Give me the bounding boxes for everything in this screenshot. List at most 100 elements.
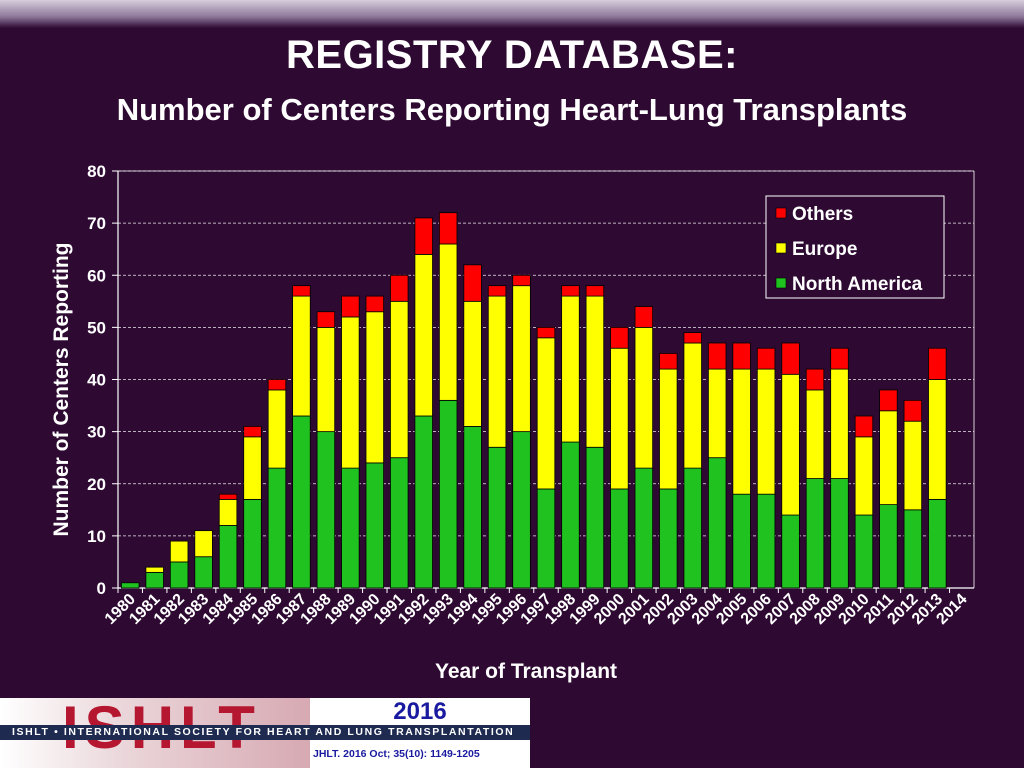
bar-north-america-2013 xyxy=(928,498,947,589)
bar-north-america-2008 xyxy=(805,478,825,589)
bar-north-america-2006 xyxy=(756,493,776,589)
bar-others-2011 xyxy=(879,389,898,412)
bar-europe-2002 xyxy=(659,368,678,490)
legend-swatch-north-america xyxy=(775,277,787,289)
y-tick-label: 70 xyxy=(87,214,106,233)
bar-north-america-1990 xyxy=(365,462,385,589)
bar-europe-2011 xyxy=(879,410,898,505)
bar-others-2009 xyxy=(830,347,849,370)
bar-others-2001 xyxy=(634,306,654,328)
bar-north-america-1983 xyxy=(194,556,213,589)
bar-north-america-1987 xyxy=(292,415,311,589)
bar-europe-2008 xyxy=(805,389,825,479)
bar-north-america-1984 xyxy=(218,525,238,589)
bar-others-1991 xyxy=(390,274,409,302)
bar-others-1990 xyxy=(365,295,385,313)
bar-others-1995 xyxy=(487,285,507,297)
bar-north-america-2010 xyxy=(854,514,874,589)
bar-north-america-1980 xyxy=(121,582,140,589)
bar-north-america-1993 xyxy=(438,399,458,589)
bar-europe-1982 xyxy=(169,540,189,563)
bar-europe-1996 xyxy=(512,285,531,433)
bar-north-america-1999 xyxy=(585,446,605,589)
bar-europe-2013 xyxy=(928,379,947,500)
bar-north-america-2007 xyxy=(781,514,800,589)
bar-others-2003 xyxy=(683,332,702,344)
bar-others-1997 xyxy=(536,326,556,339)
bar-europe-2009 xyxy=(830,368,849,479)
slide-subtitle: Number of Centers Reporting Heart-Lung T… xyxy=(116,92,908,127)
bar-europe-2005 xyxy=(732,368,751,495)
y-tick-label: 40 xyxy=(87,371,106,390)
bar-north-america-1985 xyxy=(243,498,262,589)
bar-europe-2001 xyxy=(634,326,654,469)
bar-others-2012 xyxy=(903,399,923,422)
bar-north-america-1997 xyxy=(536,488,556,589)
footer: ISHLT ISHLT • INTERNATIONAL SOCIETY FOR … xyxy=(0,696,530,768)
bar-europe-1981 xyxy=(145,566,164,573)
y-tick-label: 10 xyxy=(87,527,106,546)
bar-north-america-2002 xyxy=(659,488,678,589)
bar-north-america-1981 xyxy=(145,571,164,589)
bar-north-america-2003 xyxy=(683,467,702,589)
bar-north-america-1991 xyxy=(390,457,409,589)
bar-others-2007 xyxy=(781,342,800,375)
bar-north-america-1986 xyxy=(267,467,287,589)
bar-europe-1991 xyxy=(390,300,409,459)
bar-europe-1994 xyxy=(463,300,482,427)
y-tick-label: 80 xyxy=(87,162,106,181)
bar-others-2013 xyxy=(928,347,947,380)
y-tick-label: 0 xyxy=(97,579,106,598)
y-tick-label: 60 xyxy=(87,266,106,285)
bar-europe-1990 xyxy=(365,311,385,464)
bar-europe-1987 xyxy=(292,295,311,417)
bar-north-america-1992 xyxy=(414,415,433,589)
bar-north-america-2009 xyxy=(830,478,849,589)
bar-europe-2003 xyxy=(683,342,702,469)
report-year: 2016 xyxy=(393,698,447,725)
organization-name: ISHLT • INTERNATIONAL SOCIETY FOR HEART … xyxy=(12,726,515,738)
bar-others-1996 xyxy=(512,274,531,287)
slide-title: REGISTRY DATABASE: xyxy=(286,33,738,77)
bar-north-america-2011 xyxy=(879,504,898,589)
bar-europe-1995 xyxy=(487,295,507,448)
bar-others-1994 xyxy=(463,264,482,302)
y-axis-title: Number of Centers Reporting xyxy=(50,242,73,536)
bar-north-america-2000 xyxy=(610,488,629,589)
top-gradient-band xyxy=(0,0,1024,28)
bar-europe-1989 xyxy=(341,316,360,469)
bar-north-america-2004 xyxy=(707,457,727,589)
bar-others-2008 xyxy=(805,368,825,391)
bar-north-america-1994 xyxy=(463,426,482,589)
y-tick-label: 50 xyxy=(87,318,106,337)
bar-north-america-1998 xyxy=(561,441,580,589)
bar-others-2002 xyxy=(659,353,678,370)
bar-others-1992 xyxy=(414,217,433,255)
bar-europe-1988 xyxy=(316,326,336,433)
bar-others-1999 xyxy=(585,285,605,297)
bar-europe-2012 xyxy=(903,420,923,511)
bar-others-2000 xyxy=(610,326,629,349)
bar-others-1988 xyxy=(316,311,336,328)
bar-europe-2004 xyxy=(707,368,727,459)
bar-others-2004 xyxy=(707,342,727,370)
stacked-bar-chart: 0102030405060708019801981198219831984198… xyxy=(50,162,975,683)
bar-north-america-1988 xyxy=(316,431,336,589)
bar-europe-2000 xyxy=(610,347,629,490)
bar-europe-1985 xyxy=(243,436,262,500)
legend-label-north-america: North America xyxy=(792,274,923,295)
x-axis-title: Year of Transplant xyxy=(435,660,617,683)
legend-swatch-europe xyxy=(775,242,787,254)
bar-north-america-2012 xyxy=(903,509,923,589)
legend-box xyxy=(765,195,945,299)
bar-europe-2006 xyxy=(756,368,776,495)
bar-europe-2007 xyxy=(781,373,800,516)
legend-label-others: Others xyxy=(792,204,853,225)
bar-north-america-2001 xyxy=(634,467,654,589)
bar-europe-2010 xyxy=(854,436,874,516)
bar-others-1998 xyxy=(561,285,580,297)
bar-europe-1997 xyxy=(536,337,556,490)
bar-europe-1999 xyxy=(585,295,605,448)
legend-label-europe: Europe xyxy=(792,239,857,260)
bar-europe-1992 xyxy=(414,254,433,417)
